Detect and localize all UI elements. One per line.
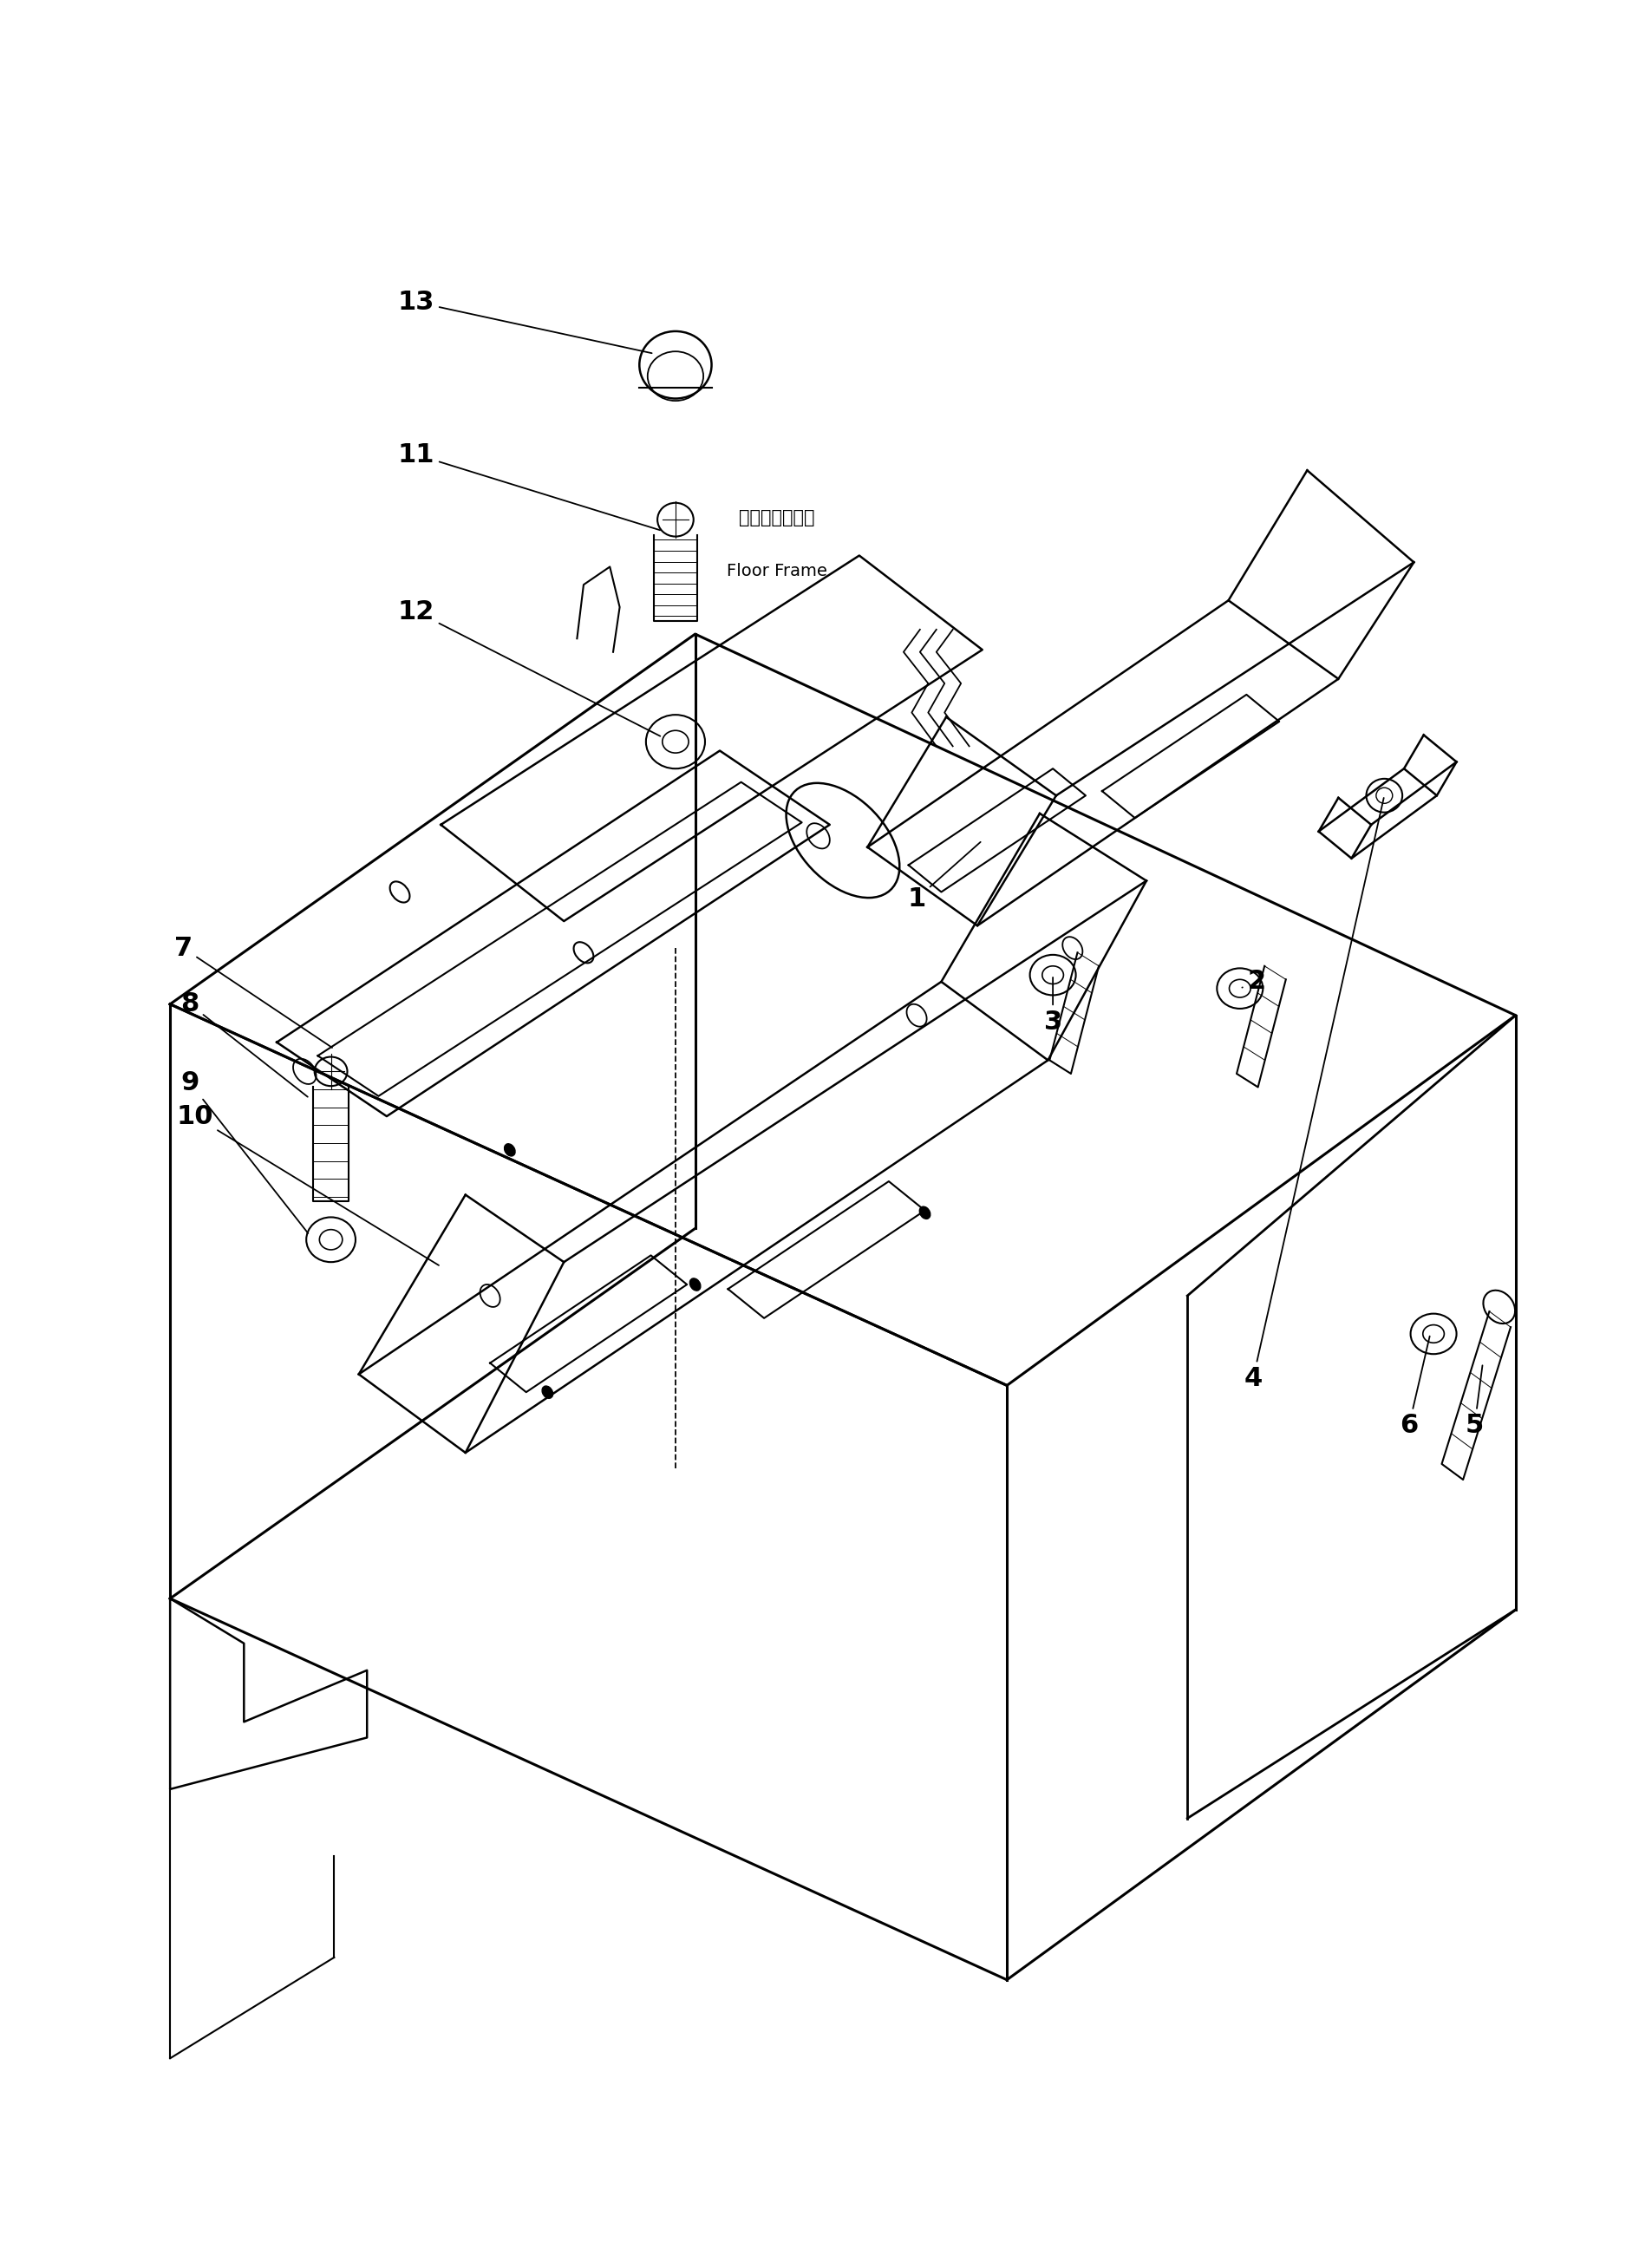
Text: 7: 7 xyxy=(173,936,332,1049)
Text: 6: 6 xyxy=(1399,1337,1429,1439)
Text: 1: 1 xyxy=(907,841,980,911)
Text: 11: 11 xyxy=(398,442,659,530)
Text: 5: 5 xyxy=(1465,1364,1483,1439)
Ellipse shape xyxy=(689,1279,700,1290)
Text: 13: 13 xyxy=(398,289,651,354)
Text: 4: 4 xyxy=(1244,798,1383,1391)
Text: 3: 3 xyxy=(1042,976,1062,1035)
Ellipse shape xyxy=(919,1206,930,1220)
Text: 10: 10 xyxy=(177,1103,438,1265)
Text: 8: 8 xyxy=(180,992,307,1096)
Text: 12: 12 xyxy=(398,600,659,735)
Text: フロアフレーム: フロアフレーム xyxy=(738,510,814,525)
Ellipse shape xyxy=(504,1143,515,1157)
Text: Floor Frame: Floor Frame xyxy=(727,564,828,580)
Ellipse shape xyxy=(542,1387,553,1398)
Text: 2: 2 xyxy=(1242,970,1265,994)
Text: 9: 9 xyxy=(180,1071,307,1233)
